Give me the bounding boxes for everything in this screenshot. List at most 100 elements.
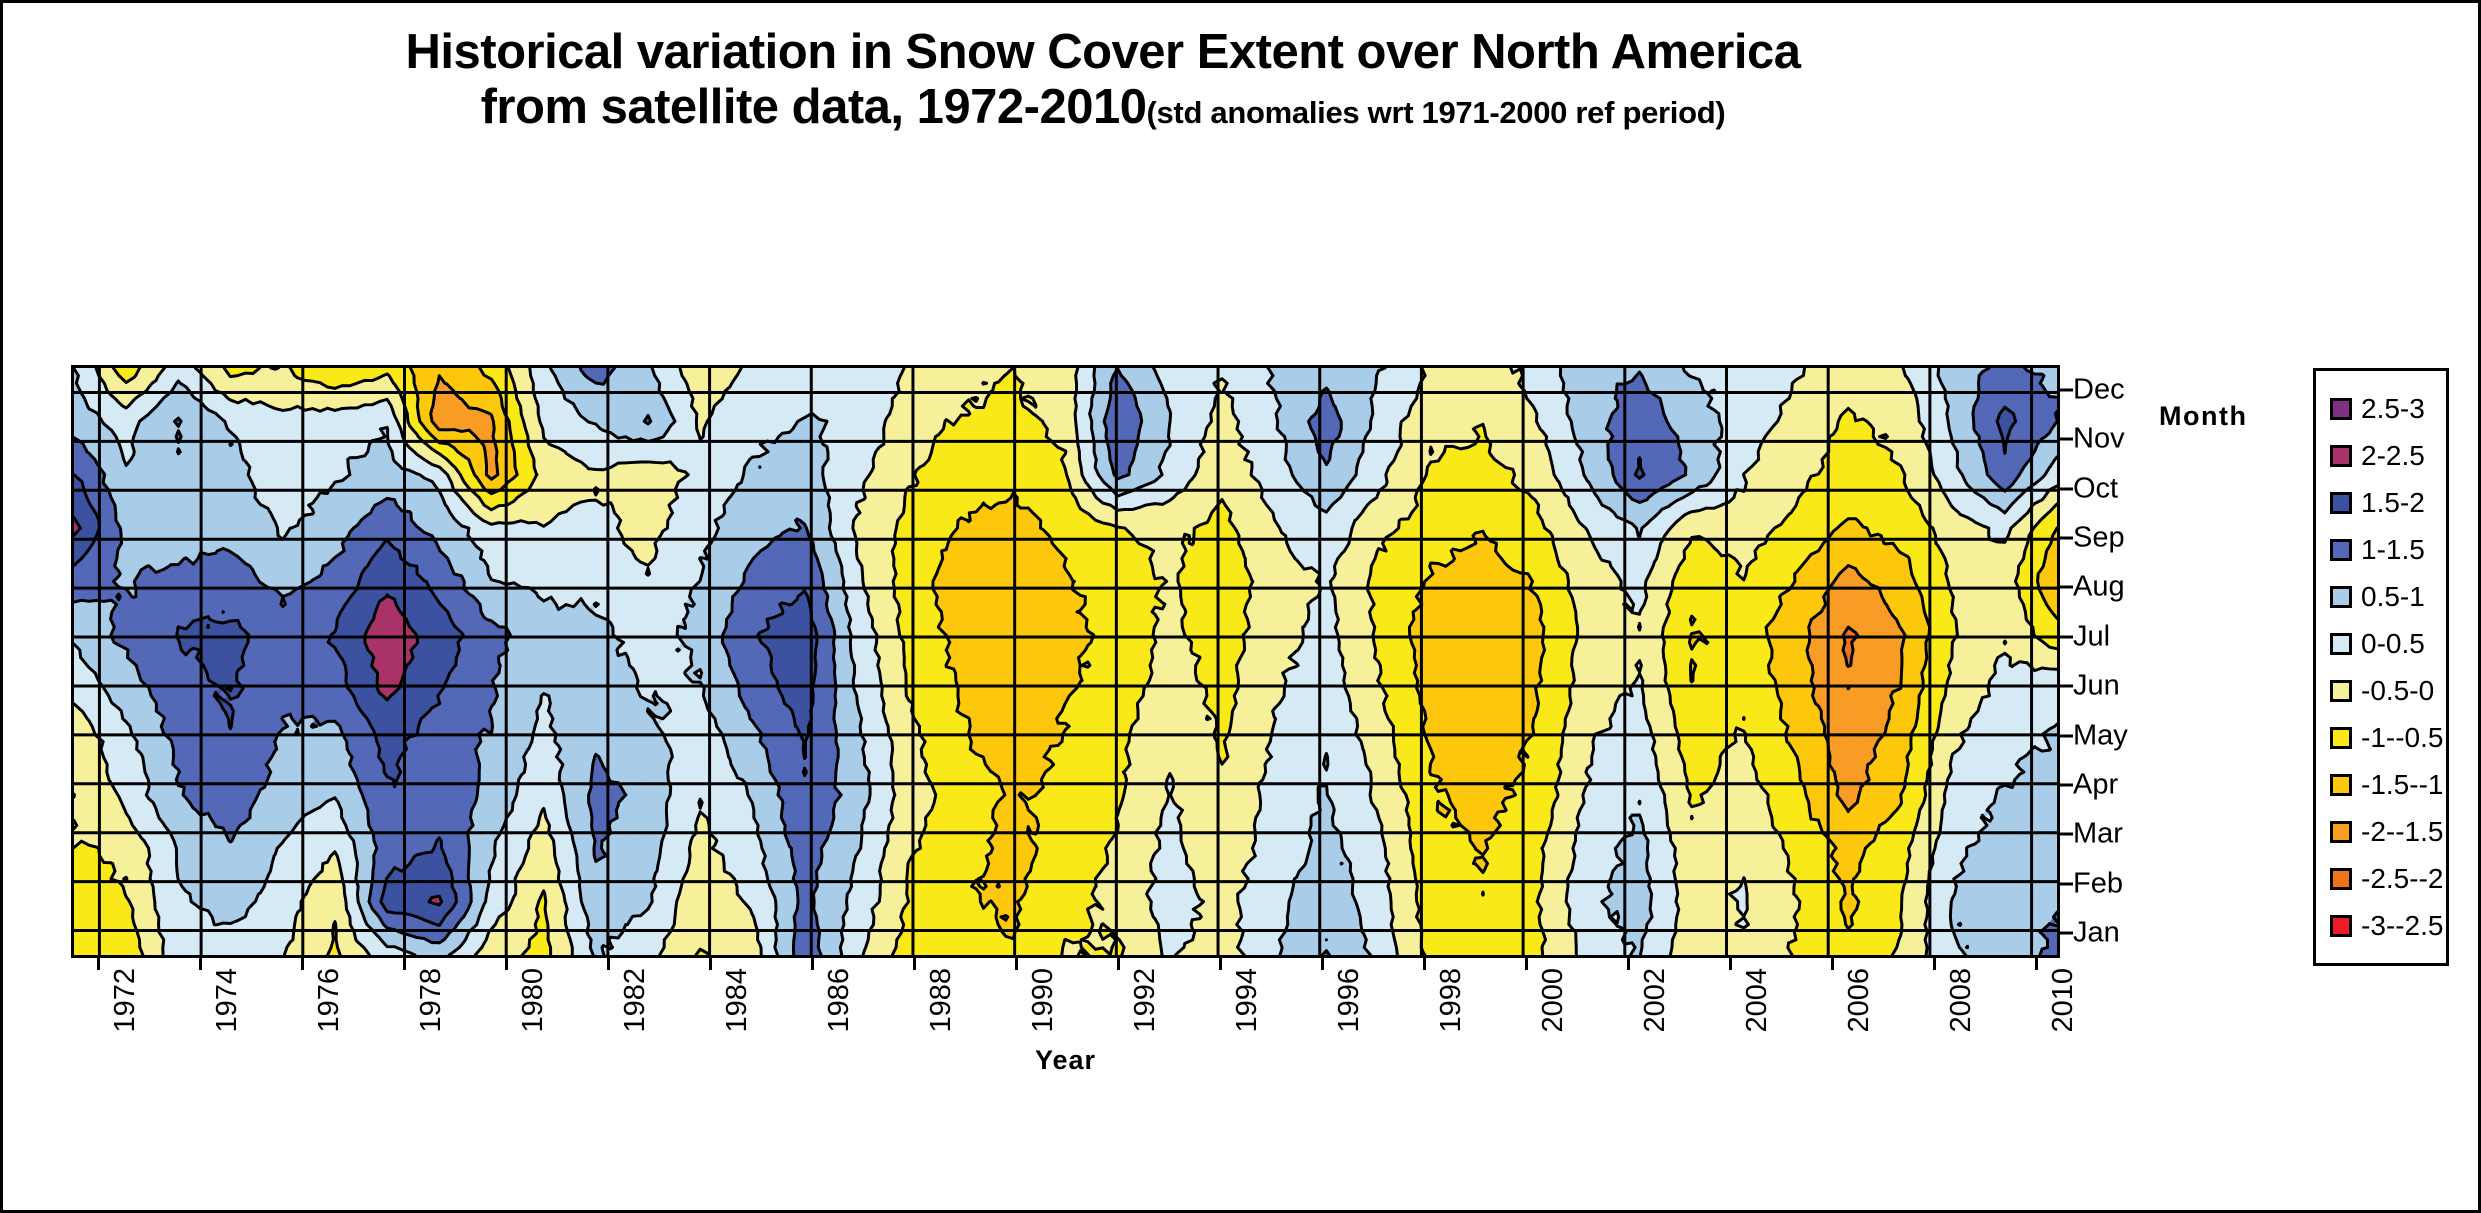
x-tick-label-1988: 1988 bbox=[924, 968, 957, 1033]
x-tick-label-1998: 1998 bbox=[1434, 968, 1467, 1033]
legend-color-swatch bbox=[2330, 397, 2352, 420]
y-tick-label-jul: Jul bbox=[2073, 620, 2111, 653]
chart-title-line-1: Historical variation in Snow Cover Exten… bbox=[405, 25, 1802, 79]
x-tick-mark bbox=[912, 958, 916, 970]
x-tick-mark bbox=[810, 958, 814, 970]
x-tick-mark bbox=[708, 958, 712, 970]
legend-label: -0.5-0 bbox=[2361, 674, 2435, 706]
y-tick-mark bbox=[2060, 734, 2073, 738]
x-tick-mark bbox=[1524, 958, 1528, 970]
x-tick-label-1984: 1984 bbox=[720, 968, 753, 1033]
legend-item[interactable]: -3--2.5 bbox=[2316, 902, 2446, 949]
y-tick-mark bbox=[2060, 437, 2073, 441]
legend-item[interactable]: 1-1.5 bbox=[2316, 526, 2446, 573]
chart-subtitle: (std anomalies wrt 1971-2000 ref period) bbox=[1146, 94, 1726, 130]
legend-color-swatch bbox=[2330, 491, 2352, 514]
legend-item[interactable]: -0.5-0 bbox=[2316, 667, 2446, 714]
y-tick-label-feb: Feb bbox=[2073, 867, 2123, 900]
x-tick-label-2006: 2006 bbox=[1842, 968, 1875, 1033]
x-tick-label-1976: 1976 bbox=[312, 968, 345, 1033]
y-tick-label-sep: Sep bbox=[2073, 521, 2125, 554]
x-tick-mark bbox=[300, 958, 304, 970]
x-tick-mark bbox=[1932, 958, 1936, 970]
legend-label: 2-2.5 bbox=[2361, 439, 2425, 471]
y-tick-mark bbox=[2060, 882, 2073, 886]
legend-item[interactable]: 0-0.5 bbox=[2316, 620, 2446, 667]
x-tick-mark bbox=[1626, 958, 1630, 970]
x-tick-label-1992: 1992 bbox=[1128, 968, 1161, 1033]
chart-title-block: Historical variation in Snow Cover Exten… bbox=[3, 25, 2203, 135]
legend-label: -2--1.5 bbox=[2361, 815, 2444, 847]
y-tick-label-jan: Jan bbox=[2073, 916, 2120, 949]
legend-item[interactable]: 0.5-1 bbox=[2316, 573, 2446, 620]
x-tick-mark bbox=[1422, 958, 1426, 970]
legend-color-swatch bbox=[2330, 538, 2352, 561]
legend-color-swatch bbox=[2330, 773, 2352, 796]
y-tick-label-jun: Jun bbox=[2073, 669, 2120, 702]
x-tick-mark bbox=[1116, 958, 1120, 970]
contour-plot-svg bbox=[74, 368, 2057, 955]
x-tick-label-1980: 1980 bbox=[516, 968, 549, 1033]
x-tick-mark bbox=[1014, 958, 1018, 970]
legend-label: 1-1.5 bbox=[2361, 533, 2425, 565]
y-tick-label-nov: Nov bbox=[2073, 422, 2125, 455]
x-tick-mark bbox=[606, 958, 610, 970]
x-tick-label-1986: 1986 bbox=[822, 968, 855, 1033]
x-tick-label-2000: 2000 bbox=[1536, 968, 1569, 1033]
plot-area bbox=[71, 365, 2060, 958]
x-tick-mark bbox=[1218, 958, 1222, 970]
legend-color-swatch bbox=[2330, 726, 2352, 749]
x-tick-mark bbox=[96, 958, 100, 970]
chart-title-line-2: from satellite data, 1972-2010(std anoma… bbox=[3, 80, 2203, 135]
y-tick-mark bbox=[2060, 388, 2073, 392]
legend-label: 1.5-2 bbox=[2361, 486, 2425, 518]
legend-label: -2.5--2 bbox=[2361, 862, 2444, 894]
legend-label: 2.5-3 bbox=[2361, 392, 2425, 424]
chart-title-main: from satellite data, 1972-2010 bbox=[480, 79, 1147, 134]
x-tick-label-1972: 1972 bbox=[108, 968, 141, 1033]
legend-item[interactable]: -1--0.5 bbox=[2316, 714, 2446, 761]
legend-color-swatch bbox=[2330, 867, 2352, 890]
y-axis-title: Month bbox=[2159, 401, 2248, 431]
y-tick-label-mar: Mar bbox=[2073, 817, 2123, 850]
x-tick-mark bbox=[1728, 958, 1732, 970]
x-axis-title: Year bbox=[1034, 1045, 1097, 1075]
x-tick-label-2004: 2004 bbox=[1740, 968, 1773, 1033]
x-tick-label-2008: 2008 bbox=[1944, 968, 1977, 1033]
legend-item[interactable]: 2.5-3 bbox=[2316, 385, 2446, 432]
x-tick-label-1978: 1978 bbox=[414, 968, 447, 1033]
legend-item[interactable]: -2.5--2 bbox=[2316, 855, 2446, 902]
legend-label: -3--2.5 bbox=[2361, 909, 2444, 941]
legend: 2.5-3 2-2.5 1.5-2 1-1.5 0.5-1 0-0.5 -0.5-0 -1--… bbox=[2313, 368, 2449, 966]
legend-item[interactable]: 2-2.5 bbox=[2316, 432, 2446, 479]
y-tick-label-oct: Oct bbox=[2073, 472, 2119, 505]
legend-color-swatch bbox=[2330, 444, 2352, 467]
legend-color-swatch bbox=[2330, 632, 2352, 655]
legend-color-swatch bbox=[2330, 679, 2352, 702]
legend-item[interactable]: -1.5--1 bbox=[2316, 761, 2446, 808]
x-tick-label-2010: 2010 bbox=[2046, 968, 2079, 1033]
x-tick-label-1994: 1994 bbox=[1230, 968, 1263, 1033]
legend-color-swatch bbox=[2330, 820, 2352, 843]
x-tick-mark bbox=[504, 958, 508, 970]
x-tick-mark bbox=[1830, 958, 1834, 970]
legend-color-swatch bbox=[2330, 585, 2352, 608]
y-tick-mark bbox=[2060, 487, 2073, 491]
y-tick-label-may: May bbox=[2073, 719, 2128, 752]
legend-label: -1--0.5 bbox=[2361, 721, 2444, 753]
y-tick-mark bbox=[2060, 684, 2073, 688]
y-tick-label-apr: Apr bbox=[2073, 768, 2119, 801]
legend-label: 0.5-1 bbox=[2361, 580, 2425, 612]
y-tick-mark bbox=[2060, 931, 2073, 935]
x-tick-label-2002: 2002 bbox=[1638, 968, 1671, 1033]
y-tick-mark bbox=[2060, 585, 2073, 589]
y-tick-label-aug: Aug bbox=[2073, 570, 2125, 603]
legend-item[interactable]: -2--1.5 bbox=[2316, 808, 2446, 855]
x-tick-label-1974: 1974 bbox=[210, 968, 243, 1033]
y-tick-label-dec: Dec bbox=[2073, 373, 2125, 406]
legend-label: -1.5--1 bbox=[2361, 768, 2444, 800]
x-tick-mark bbox=[198, 958, 202, 970]
legend-item[interactable]: 1.5-2 bbox=[2316, 479, 2446, 526]
y-tick-mark bbox=[2060, 783, 2073, 787]
